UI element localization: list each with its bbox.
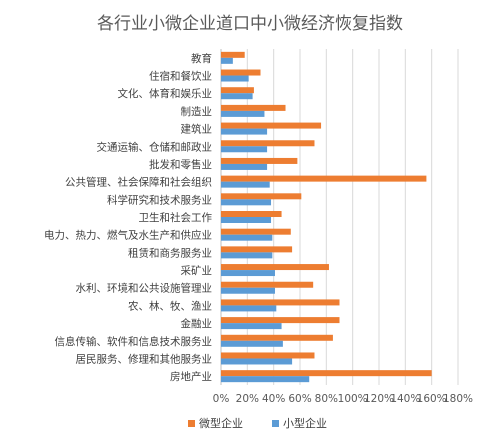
bar-micro [221, 264, 329, 271]
category-label: 房地产业 [170, 370, 212, 383]
x-tick-label: 80% [315, 393, 338, 405]
category-label: 居民服务、修理和其他服务业 [76, 352, 213, 365]
category-label: 文化、体育和娱乐业 [118, 87, 213, 100]
category-label: 科学研究和技术服务业 [107, 193, 212, 206]
bar-micro [221, 334, 333, 341]
category-labels: 教育住宿和餐饮业文化、体育和娱乐业制造业建筑业交通运输、仓储和邮政业批发和零售业… [44, 52, 212, 383]
bar-micro [221, 317, 340, 324]
category-label: 金融业 [181, 317, 213, 330]
bar-small [221, 217, 272, 223]
x-tick-label: 0% [213, 393, 230, 405]
bar-small [221, 305, 277, 312]
bar-micro [221, 87, 254, 94]
legend: 微型企业 小型企业 [188, 416, 327, 430]
bar-small [221, 234, 273, 241]
bar-small [221, 323, 282, 330]
bar-micro [221, 281, 314, 288]
legend-label: 微型企业 [199, 416, 243, 430]
x-tick-label: 40% [262, 393, 285, 405]
bar-small [221, 376, 310, 383]
category-label: 卫生和社会工作 [139, 211, 213, 224]
x-tick-label: 60% [288, 393, 311, 405]
bar-micro [221, 69, 261, 76]
bar-micro [221, 211, 282, 217]
category-label: 电力、热力、燃气及水生产和供应业 [44, 229, 212, 242]
bar-micro [221, 104, 286, 111]
x-tick-label: 180% [443, 393, 473, 405]
category-label: 教育 [191, 52, 212, 65]
category-label: 农、林、牧、渔业 [128, 299, 212, 312]
bar-small [221, 93, 253, 100]
bar-small [221, 199, 272, 206]
bar-small [221, 340, 283, 347]
category-label: 水利、环境和公共设施管理业 [76, 282, 213, 295]
category-label: 信息传输、软件和信息技术服务业 [55, 335, 213, 348]
bar-micro [221, 51, 245, 58]
bars-layer [221, 51, 432, 383]
category-label: 建筑业 [181, 123, 213, 136]
x-tick-label: 100% [338, 393, 368, 405]
chart-title: 各行业小微企业道口中小微经济恢复指数 [97, 14, 403, 34]
bar-micro [221, 193, 302, 200]
bar-micro [221, 140, 315, 147]
bar-micro [221, 352, 315, 359]
bar-micro [221, 246, 293, 253]
bar-small [221, 287, 275, 294]
bar-small [221, 181, 270, 188]
bar-small [221, 270, 275, 277]
category-label: 住宿和餐饮业 [149, 70, 212, 83]
bar-micro [221, 228, 291, 235]
category-label: 租赁和商务服务业 [128, 246, 212, 259]
bar-small [221, 358, 293, 365]
x-tick-labels: 0% 20% 40% 60% 80% 100%120%140%160%180% [213, 393, 473, 405]
legend-swatch [272, 420, 279, 427]
category-label: 交通运输、仓储和邮政业 [97, 140, 213, 153]
x-tick-label: 20% [236, 393, 259, 405]
bar-small [221, 128, 268, 135]
bar-micro [221, 157, 298, 164]
bar-small [221, 252, 273, 259]
x-tick-label: 160% [417, 393, 447, 405]
category-label: 制造业 [181, 105, 213, 118]
bar-small [221, 110, 265, 117]
bar-micro [221, 175, 427, 182]
legend-label: 小型企业 [283, 416, 327, 430]
category-label: 批发和零售业 [149, 158, 212, 171]
bar-micro [221, 122, 322, 129]
category-label: 采矿业 [181, 264, 213, 277]
bar-small [221, 146, 268, 153]
legend-swatch [188, 420, 195, 427]
x-tick-label: 140% [390, 393, 420, 405]
category-label: 公共管理、社会保障和社会组织 [65, 176, 212, 189]
bar-small [221, 163, 268, 170]
bar-small [221, 57, 233, 64]
x-tick-label: 120% [364, 393, 394, 405]
bar-small [221, 75, 249, 82]
bar-micro [221, 299, 340, 306]
bar-micro [221, 370, 432, 377]
